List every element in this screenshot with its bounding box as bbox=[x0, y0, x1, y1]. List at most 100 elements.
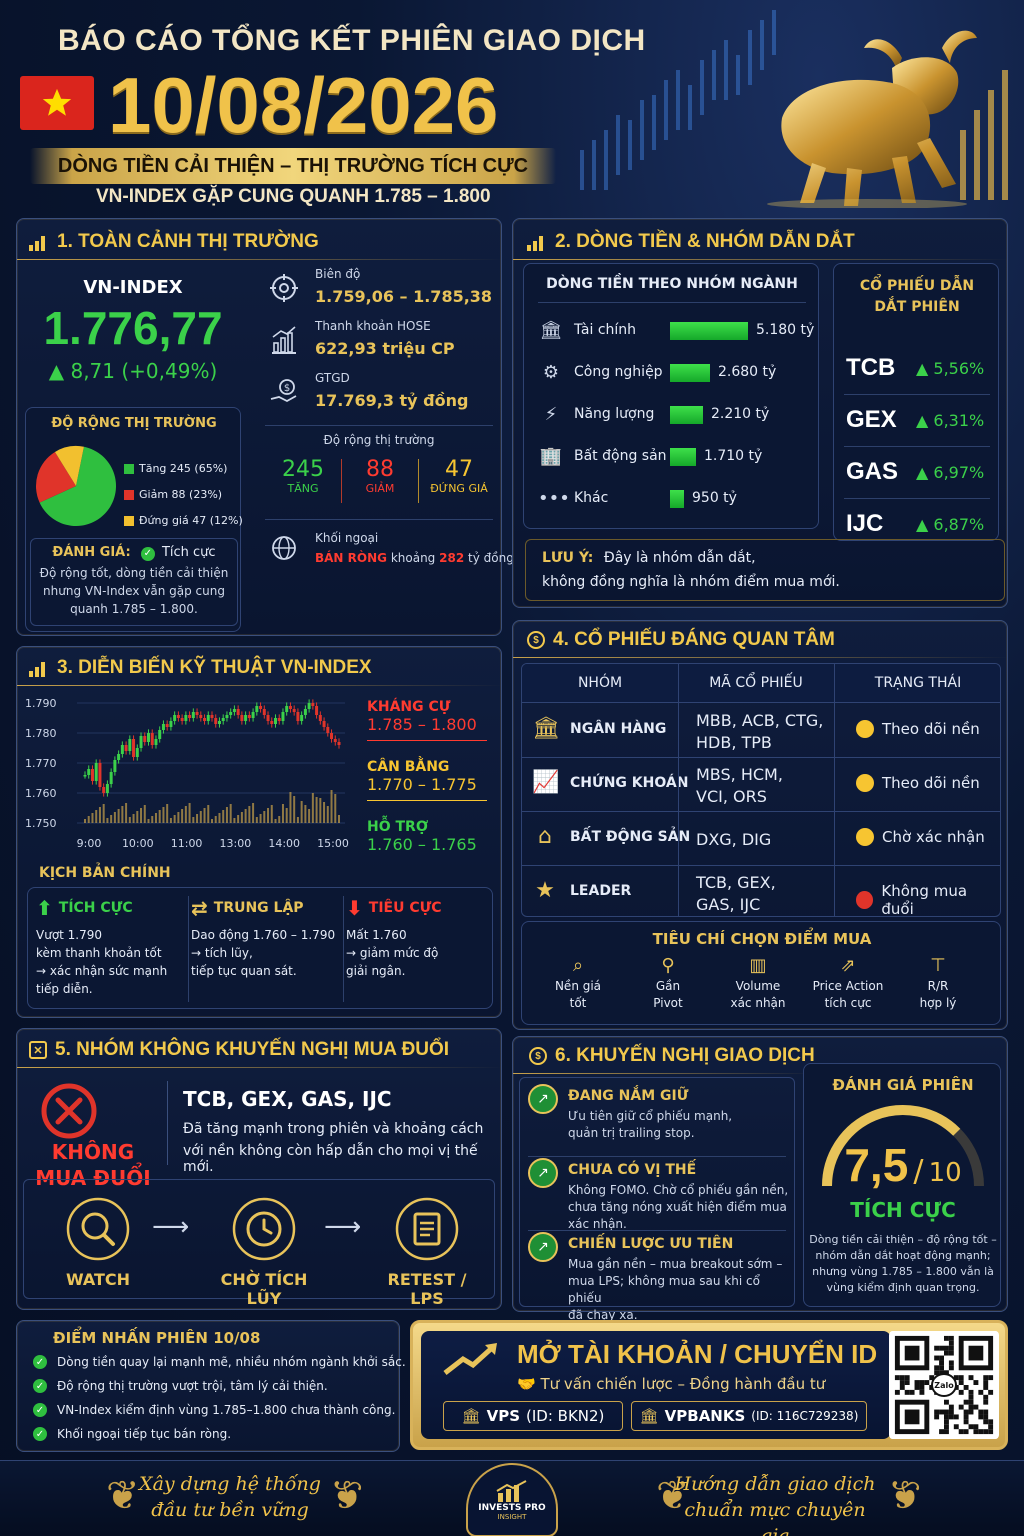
criteria-line-2: Pivot bbox=[653, 996, 683, 1010]
volume-bar bbox=[102, 804, 105, 823]
breadth-up: 245 TĂNG bbox=[265, 457, 341, 495]
candle-body bbox=[203, 718, 207, 721]
check-icon: ✓ bbox=[33, 1355, 47, 1369]
highlight-text: Độ rộng thị trường vượt trội, tâm lý cải… bbox=[57, 1379, 328, 1393]
candle-body bbox=[180, 718, 184, 721]
candle-body bbox=[229, 712, 233, 715]
volume-bar bbox=[203, 808, 206, 823]
candle-body bbox=[128, 739, 132, 751]
footer-right: Hướng dẫn giao dịch chuẩn mực chuyên gia bbox=[670, 1471, 880, 1536]
candle-body bbox=[94, 763, 98, 781]
sector-flow-bar bbox=[670, 448, 696, 466]
scenario-line: → tích lũy, bbox=[191, 946, 253, 960]
candle-body bbox=[285, 706, 289, 712]
candle-body bbox=[303, 709, 307, 715]
score-slash: / bbox=[913, 1154, 924, 1189]
gtgd-label: GTGD bbox=[315, 371, 350, 385]
vps-account-button[interactable]: 🏛 VPS (ID: BKN2) bbox=[443, 1401, 623, 1431]
volume-bar bbox=[289, 792, 292, 823]
sector-flow-box: DÒNG TIỀN THEO NHÓM NGÀNH 🏛 Tài chính 5.18… bbox=[523, 263, 819, 529]
candle-body bbox=[274, 718, 277, 724]
score-desc-2: nhóm dẫn dắt hoạt động mạnh; bbox=[815, 1249, 991, 1262]
cta-title[interactable]: MỞ TÀI KHOẢN / CHUYỂN ID bbox=[517, 1339, 878, 1369]
bank-icon: 🏛 bbox=[639, 1407, 659, 1425]
candle-body bbox=[236, 709, 240, 715]
support-zone: HỖ TRỢ 1.760 – 1.765 bbox=[367, 819, 487, 854]
volume-bar bbox=[296, 817, 299, 823]
volume-bar bbox=[319, 798, 322, 823]
highlight-item: ✓ Dòng tiền quay lại mạnh mẽ, nhiều nhóm … bbox=[33, 1355, 406, 1369]
pie-legend-swatch bbox=[124, 516, 134, 526]
candle-body bbox=[188, 715, 192, 718]
candle-body bbox=[232, 709, 236, 712]
step-wait-label: CHỜ TÍCH LŨY bbox=[220, 1270, 308, 1308]
table-cell-group: LEADER bbox=[570, 883, 632, 899]
header: BÁO CÁO TỔNG KẾT PHIÊN GIAO DỊCH 10/08/2… bbox=[0, 0, 1024, 215]
candle-body bbox=[318, 715, 322, 721]
bar-chart-icon bbox=[29, 659, 49, 677]
score-value-row: 7,5 / 10 bbox=[804, 1138, 1002, 1192]
table-cell-codes-line: DXG, DIG bbox=[696, 830, 772, 849]
laurel-right-icon: ❦ bbox=[656, 1473, 690, 1519]
scenario-title: TIÊU CỰC bbox=[368, 900, 442, 916]
breadth-pie-legend: Tăng 245 (65%) Giảm 88 (23%) Đứng giá 47 (… bbox=[124, 456, 243, 534]
candle-body bbox=[150, 733, 154, 745]
volume-bar bbox=[252, 803, 255, 823]
candle-body bbox=[221, 718, 225, 721]
up-arrow-icon: ⬆ bbox=[36, 896, 53, 920]
candle-body bbox=[98, 763, 102, 787]
volume-bar bbox=[308, 809, 311, 823]
scenario-line: kèm thanh khoản tốt bbox=[36, 946, 162, 960]
volume-bar bbox=[196, 814, 199, 823]
criteria-line-2: xác nhận bbox=[730, 996, 786, 1010]
sector-flow-bar bbox=[670, 364, 710, 382]
rec-text-line: Không FOMO. Chờ cổ phiếu gần nền, bbox=[568, 1183, 789, 1197]
cta-banner[interactable]: MỞ TÀI KHOẢN / CHUYỂN ID 🤝 Tư vấn chiến … bbox=[410, 1320, 1008, 1450]
star-icon: ★ bbox=[535, 878, 555, 903]
candle-body bbox=[173, 715, 177, 721]
brand-chart-icon bbox=[496, 1480, 527, 1502]
bank-icon: 🏛 bbox=[532, 716, 560, 741]
candle-body bbox=[102, 787, 106, 793]
balance-value: 1.770 – 1.775 bbox=[367, 775, 477, 794]
evaluation-label: ĐÁNH GIÁ: bbox=[52, 545, 131, 560]
magnifier-icon bbox=[66, 1197, 130, 1261]
candle-body bbox=[255, 706, 259, 712]
breadth-down-label: GIẢM bbox=[365, 482, 395, 495]
volume-bar bbox=[211, 819, 213, 823]
volume-bar bbox=[214, 816, 217, 823]
x-tick-label: 9:00 bbox=[77, 837, 102, 850]
vnindex-change: ▲ 8,71 (+0,49%) bbox=[48, 359, 218, 383]
scenario-heading: ⇄ TRUNG LẬP bbox=[191, 896, 341, 920]
chart-up-icon: 📈 bbox=[532, 770, 560, 795]
criteria-item: ⚲ Gần Pivot bbox=[626, 954, 710, 1012]
target-icon bbox=[270, 274, 298, 302]
gtgd-value: 17.769,3 tỷ đồng bbox=[315, 391, 469, 410]
criteria-line-2: tích cực bbox=[824, 996, 872, 1010]
brand-name: INVESTS PRO bbox=[478, 1503, 546, 1513]
vpbanks-account-button[interactable]: 🏛 VPBANKS (ID: 116C729238) bbox=[631, 1401, 867, 1431]
candle-body bbox=[333, 739, 337, 742]
score-desc-3: nhưng vùng 1.785 – 1.800 vẫn là bbox=[812, 1265, 994, 1278]
no-entry-icon bbox=[41, 1083, 97, 1139]
footer-left: Xây dựng hệ thống đầu tư bền vững bbox=[130, 1471, 330, 1523]
handshake-icon: 🤝 bbox=[517, 1375, 536, 1393]
breadth-up-number: 245 bbox=[282, 457, 324, 482]
candle-body bbox=[277, 718, 281, 721]
scenario-1: ⬆ TÍCH CỰC Vượt 1.790 kèm thanh khoản tốt → … bbox=[36, 896, 186, 1002]
foreign-amount: 282 bbox=[439, 551, 465, 565]
sector-name: Công nghiệp bbox=[574, 364, 663, 380]
table-cell-codes-line: HDB, TPB bbox=[696, 733, 772, 752]
range-value: 1.759,06 – 1.785,38 bbox=[315, 287, 493, 306]
sector-flow-bar bbox=[670, 322, 748, 340]
volume-bar bbox=[281, 804, 284, 823]
zalo-qr-code[interactable]: Zalo bbox=[889, 1331, 999, 1439]
no-position-icon: ↗ bbox=[528, 1158, 558, 1188]
sector-flow-bar bbox=[670, 406, 703, 424]
candle-body bbox=[135, 748, 139, 757]
sector-flow-value: 2.680 tỷ bbox=[718, 364, 777, 380]
rec-divider bbox=[528, 1230, 786, 1231]
step-watch: WATCH bbox=[48, 1196, 148, 1289]
step-wait: CHỜ TÍCH LŨY bbox=[204, 1196, 324, 1308]
building-icon: 🏢 bbox=[539, 446, 563, 467]
